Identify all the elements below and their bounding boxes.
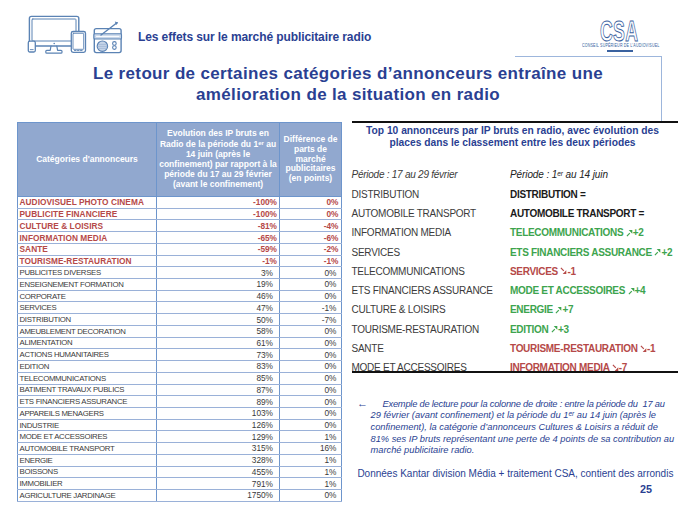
svg-text:CSA: CSA <box>600 14 638 47</box>
